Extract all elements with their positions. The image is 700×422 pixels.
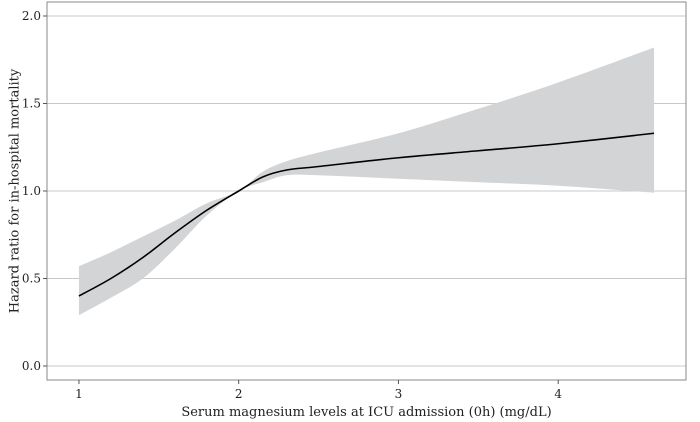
series-line-layer <box>78 132 655 297</box>
y-axis-ticks: 0.0 0.5 1.0 1.5 2.0 <box>22 9 47 373</box>
confidence-band-0 <box>78 47 655 316</box>
y-tick-label: 0.5 <box>22 272 41 286</box>
confidence-band-layer <box>78 47 655 316</box>
x-tick-label: 4 <box>554 387 562 401</box>
x-tick-label: 1 <box>75 387 83 401</box>
y-tick-label: 1.0 <box>22 184 41 198</box>
y-tick-label: 0.0 <box>22 359 41 373</box>
x-tick-label: 3 <box>395 387 403 401</box>
x-axis-title: Serum magnesium levels at ICU admission … <box>181 405 551 420</box>
y-tick-label: 1.5 <box>22 97 41 111</box>
y-axis-title: Hazard ratio for in-hospital mortality <box>8 68 23 313</box>
grid-lines <box>47 15 686 367</box>
y-tick-label: 2.0 <box>22 9 41 23</box>
x-axis-ticks: 1 2 3 4 <box>75 380 562 401</box>
x-tick-label: 2 <box>235 387 243 401</box>
series-line-0 <box>78 132 655 297</box>
